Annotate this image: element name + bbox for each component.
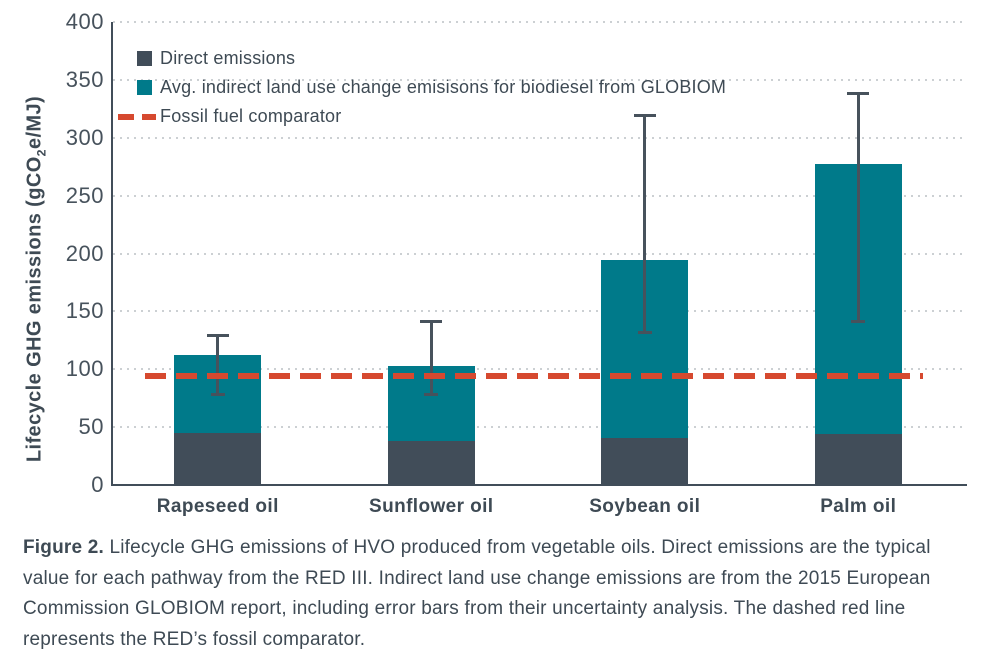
legend-label-iluc: Avg. indirect land use change emisisons … <box>160 77 727 97</box>
plot-area: Lifecycle GHG emissions (gCO2e/MJ) Direc… <box>24 9 967 517</box>
y-tick-label: 350 <box>65 66 104 92</box>
legend-label-fossil: Fossil fuel comparator <box>160 106 342 126</box>
bar-segment-direct-rapeseed-oil <box>174 432 262 485</box>
y-axis-title: Lifecycle GHG emissions (gCO2e/MJ) <box>24 96 49 462</box>
gridline-400 <box>113 21 965 23</box>
legend-marker-column <box>118 80 160 95</box>
legend-item-iluc-emissions: Avg. indirect land use change emisisons … <box>118 73 726 102</box>
fossil-comparator-dash-icon <box>118 113 156 120</box>
legend: Direct emissions Avg. indirect land use … <box>118 44 726 131</box>
y-tick-label: 50 <box>78 414 104 440</box>
error-bar-palm-oil <box>856 92 860 322</box>
y-tick-label: 0 <box>91 472 104 497</box>
error-bar-top-cap-rapeseed-oil <box>206 333 229 337</box>
direct-emissions-swatch-icon <box>137 51 152 66</box>
error-bar-bottom-cap-palm-oil <box>851 319 866 323</box>
legend-item-fossil-comparator: Fossil fuel comparator <box>118 102 726 131</box>
x-axis-line <box>111 484 967 486</box>
gridline-300 <box>113 136 965 139</box>
legend-label-direct: Direct emissions <box>160 48 296 68</box>
y-axis-line <box>111 22 113 486</box>
error-bar-sunflower-oil <box>429 320 433 395</box>
y-tick-label: 250 <box>65 182 104 208</box>
y-tick-label: 400 <box>65 9 104 34</box>
iluc-emissions-swatch-icon <box>137 80 152 95</box>
legend-marker-column <box>118 51 160 66</box>
legend-item-direct-emissions: Direct emissions <box>118 44 726 73</box>
bar-segment-direct-soybean-oil <box>601 437 689 485</box>
gridline-200 <box>113 252 965 255</box>
gridline-250 <box>113 194 965 197</box>
error-bar-bottom-cap-sunflower-oil <box>424 392 439 396</box>
gridline-350 <box>113 78 965 81</box>
x-category-label-rapeseed-oil: Rapeseed oil <box>156 496 279 517</box>
x-category-label-soybean-oil: Soybean oil <box>589 496 701 517</box>
y-tick-label: 100 <box>65 356 104 382</box>
bar-segment-direct-sunflower-oil <box>387 441 475 485</box>
legend-marker-column <box>118 113 160 120</box>
error-bar-top-cap-sunflower-oil <box>420 319 443 323</box>
figure-caption-label: Figure 2. <box>23 537 104 558</box>
error-bar-rapeseed-oil <box>216 334 220 395</box>
y-tick-label: 200 <box>65 240 104 266</box>
bar-segment-direct-palm-oil <box>814 434 902 485</box>
error-bar-soybean-oil <box>643 114 647 334</box>
figure-caption: Figure 2. Lifecycle GHG emissions of HVO… <box>23 533 975 655</box>
y-tick-label: 300 <box>65 124 104 150</box>
error-bar-top-cap-soybean-oil <box>633 113 656 117</box>
gridline-100 <box>113 368 965 371</box>
error-bar-bottom-cap-rapeseed-oil <box>210 392 225 396</box>
fossil-comparator-line <box>145 373 923 380</box>
figure-caption-text: Lifecycle GHG emissions of HVO produced … <box>23 537 931 650</box>
x-category-label-sunflower-oil: Sunflower oil <box>369 496 494 517</box>
error-bar-top-cap-palm-oil <box>847 91 870 95</box>
gridline-50 <box>113 426 965 429</box>
error-bar-bottom-cap-soybean-oil <box>637 331 652 335</box>
gridline-150 <box>113 310 965 313</box>
y-tick-label: 150 <box>65 298 104 324</box>
x-category-label-palm-oil: Palm oil <box>820 496 897 517</box>
